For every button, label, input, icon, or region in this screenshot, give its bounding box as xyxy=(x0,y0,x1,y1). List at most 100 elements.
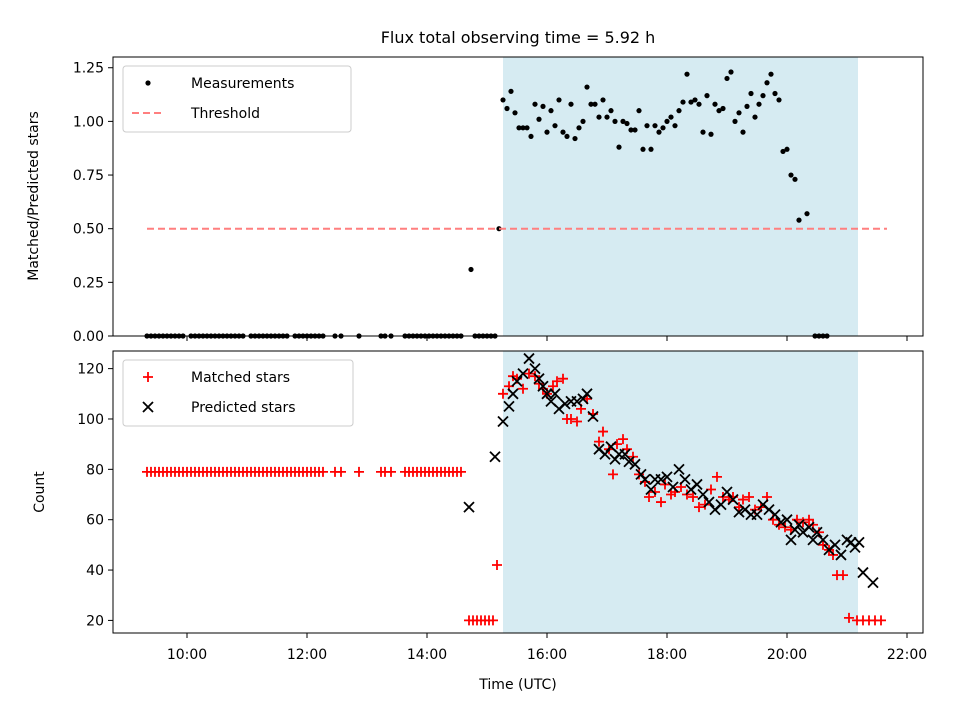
predicted-star-point xyxy=(793,519,805,531)
measurement-point xyxy=(676,108,682,114)
y-tick-label: 100 xyxy=(77,412,104,428)
predicted-star-point xyxy=(533,373,545,385)
measurement-point xyxy=(616,144,622,150)
measurement-point xyxy=(784,146,790,152)
predicted-star-point xyxy=(721,486,733,498)
matched-star-point xyxy=(644,492,654,503)
x-tick-label: 10:00 xyxy=(167,647,207,663)
predicted-star-point xyxy=(541,388,553,400)
legend: Measurements Threshold xyxy=(122,65,352,133)
predicted-star-point xyxy=(853,536,865,548)
matched-star-point xyxy=(456,466,466,477)
matched-star-point xyxy=(744,492,754,503)
measurement-point xyxy=(712,101,718,107)
y-tick-label: 1.25 xyxy=(73,61,104,77)
x-tick-label: 22:00 xyxy=(887,647,927,663)
measurement-point xyxy=(504,105,510,112)
measurement-point xyxy=(524,125,530,131)
predicted-star-point xyxy=(523,352,535,365)
predicted-star-point xyxy=(807,534,819,546)
predicted-star-point xyxy=(503,400,515,413)
legend: Matched stars Predicted stars xyxy=(122,359,354,427)
measurement-point xyxy=(568,101,574,107)
legend-plus-icon xyxy=(143,372,153,382)
legend-label: Predicted stars xyxy=(191,400,296,416)
predicted-star-point xyxy=(769,509,781,521)
measurement-point xyxy=(644,123,650,129)
predicted-star-point xyxy=(667,481,679,493)
predicted-star-point xyxy=(703,496,715,508)
measurement-point xyxy=(652,123,658,129)
matched-star-point xyxy=(798,517,808,528)
matched-star-point xyxy=(336,466,346,477)
predicted-star-point xyxy=(497,415,509,428)
y-tick-label: 60 xyxy=(86,513,104,529)
predicted-star-point xyxy=(489,451,501,463)
x-tick-label: 20:00 xyxy=(767,647,807,663)
predicted-star-point xyxy=(727,493,739,506)
measurement-point xyxy=(536,116,542,122)
legend-x-icon xyxy=(142,401,154,413)
measurement-point xyxy=(648,146,654,152)
plot-frame xyxy=(112,350,924,634)
predicted-star-point xyxy=(511,375,523,387)
bottom-y-axis-label: Count xyxy=(32,471,48,513)
measurement-point xyxy=(528,133,534,140)
measurement-point xyxy=(572,135,578,142)
predicted-star-point xyxy=(829,539,841,551)
predicted-star-point xyxy=(857,566,869,579)
measurement-point xyxy=(636,108,642,114)
bottom-plot-panel: 20 40 60 80 100 120 10:00 12:00 14:00 16:00 18:00 2… xyxy=(77,350,927,663)
matched-star-point xyxy=(844,612,854,623)
predicted-star-point xyxy=(679,473,691,486)
measurement-point xyxy=(672,123,678,129)
predicted-star-point xyxy=(697,488,709,501)
matched-star-point xyxy=(530,371,540,382)
top-y-axis-label: Matched/Predicted stars xyxy=(26,111,42,281)
matched-star-point xyxy=(712,471,722,482)
observing-span xyxy=(503,351,858,633)
matched-star-point xyxy=(524,368,534,379)
predicted-star-point xyxy=(817,534,829,546)
predicted-star-point xyxy=(835,549,847,561)
measurement-point xyxy=(624,120,630,127)
measurement-point xyxy=(520,125,526,131)
chart-title: Flux total observing time = 5.92 h xyxy=(381,28,656,47)
measurement-point xyxy=(700,129,706,135)
predicted-star-point xyxy=(811,526,823,538)
predicted-star-point xyxy=(751,509,763,521)
predicted-star-point xyxy=(517,368,529,380)
measurement-point xyxy=(632,127,638,133)
measurement-point xyxy=(576,125,582,131)
measurement-point xyxy=(792,176,798,182)
measurement-point xyxy=(508,88,514,94)
measurement-point xyxy=(580,118,586,124)
measurement-point xyxy=(732,118,738,124)
observing-span xyxy=(503,57,858,336)
measurement-point xyxy=(560,129,566,135)
measurement-point xyxy=(656,129,662,135)
matched-star-point xyxy=(838,570,848,581)
matched-star-point xyxy=(598,426,608,437)
matched-star-point xyxy=(386,466,396,477)
predicted-star-point xyxy=(645,483,657,496)
predicted-star-point xyxy=(599,448,611,460)
predicted-star-point xyxy=(581,388,593,400)
measurement-point xyxy=(612,118,618,124)
measurement-point xyxy=(720,105,726,112)
measurement-point xyxy=(688,99,694,105)
measurement-point xyxy=(680,99,686,105)
predicted-star-point xyxy=(571,395,583,407)
matched-star-point xyxy=(518,383,528,394)
measurement-point xyxy=(620,118,626,124)
measurement-point xyxy=(564,133,570,140)
measurement-point xyxy=(596,114,602,120)
measurement-point xyxy=(748,90,754,97)
measurement-point xyxy=(788,172,794,178)
measurement-point xyxy=(628,127,634,133)
measurement-point xyxy=(728,69,734,75)
predicted-star-point xyxy=(775,516,787,528)
matched-star-point xyxy=(552,376,562,387)
y-tick-label: 20 xyxy=(86,613,104,629)
predicted-star-point xyxy=(733,506,745,518)
